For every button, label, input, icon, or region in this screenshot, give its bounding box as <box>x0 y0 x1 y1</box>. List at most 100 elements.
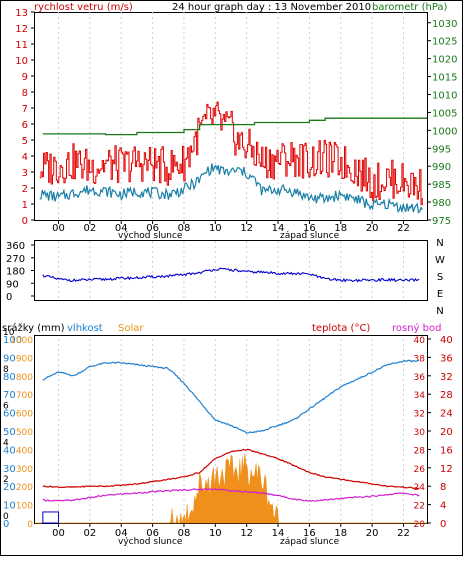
baro-tick-label: 1020 <box>432 55 457 66</box>
wind-speed-line <box>39 101 423 206</box>
solar-tick-label: 200 <box>16 483 33 493</box>
direction-tick-label: 0 <box>6 292 12 303</box>
x-tick-label: 08 <box>178 223 191 234</box>
wind-tick-label: 5 <box>22 136 28 147</box>
panel1-frame <box>34 12 428 221</box>
temperature-line <box>42 448 420 490</box>
temperature-left-tick-label: 36 <box>414 373 426 383</box>
x-tick-label: 22 <box>397 528 410 539</box>
dew-point-line <box>42 488 420 502</box>
x-tick-label: 06 <box>146 528 159 539</box>
temperature-left-tick-label: 34 <box>414 391 426 401</box>
wind-tick-label: 2 <box>22 184 28 195</box>
solar-area <box>35 452 427 524</box>
wind-tick-label: 6 <box>22 120 28 131</box>
temperature-tick-label: 28 <box>440 390 453 401</box>
compass-label: N <box>436 238 443 249</box>
temperature-left-tick-label: 24 <box>414 483 426 493</box>
direction-tick-label: 360 <box>6 241 25 252</box>
baro-tick-label: 975 <box>432 216 451 227</box>
direction-tick-label: 90 <box>6 279 19 290</box>
temperature-tick-label: 4 <box>440 501 446 512</box>
compass-label: S <box>437 272 443 283</box>
x-tick-label: 08 <box>178 528 191 539</box>
temperature-tick-label: 8 <box>440 482 446 493</box>
solar-tick-label: 300 <box>16 465 33 475</box>
compass-label: W <box>435 255 445 266</box>
x-tick-label: 12 <box>240 223 253 234</box>
wind-direction-line <box>42 267 420 283</box>
rain-tick-label: 2 <box>3 475 9 485</box>
compass-label: E <box>437 289 443 300</box>
wind-tick-label: 9 <box>22 72 28 83</box>
panel3-frame <box>34 335 428 524</box>
rain-tick-label: 0 <box>3 512 9 522</box>
wind-tick-label: 4 <box>22 152 28 163</box>
baro-tick-label: 1015 <box>432 73 457 84</box>
wind-tick-label: 12 <box>15 24 28 35</box>
x-tick-label: 18 <box>334 528 347 539</box>
temperature-tick-label: 0 <box>440 519 446 530</box>
solar-tick-label: 400 <box>16 446 33 456</box>
temperature-tick-label: 24 <box>440 409 453 420</box>
temperature-left-tick-label: 32 <box>414 410 425 420</box>
temperature-tick-label: 40 <box>440 335 453 346</box>
rain-tick-label: 10 <box>3 328 15 338</box>
wind-tick-label: 8 <box>22 88 28 99</box>
wind-axis-label: rychlost vetru (m/s) <box>34 2 133 13</box>
humidity-tick-label: 100 <box>3 335 22 346</box>
baro-tick-label: 980 <box>432 198 451 209</box>
x-tick-label: 20 <box>366 528 379 539</box>
x-tick-label: 00 <box>52 223 65 234</box>
rain-tick-label: 8 <box>3 365 9 375</box>
x-tick-label: 16 <box>303 528 316 539</box>
x-tick-label: 06 <box>146 223 159 234</box>
temperature-tick-label: 32 <box>440 372 453 383</box>
baro-tick-label: 990 <box>432 162 451 173</box>
baro-tick-label: 995 <box>432 144 451 155</box>
solar-tick-label: 100 <box>16 502 33 512</box>
solar-tick-label: 700 <box>16 391 33 401</box>
dew-point-axis-label: rosný bod <box>392 322 441 334</box>
humidity-line <box>42 359 420 434</box>
humidity-tick-label: 60 <box>3 409 16 420</box>
x-tick-label: 22 <box>397 223 410 234</box>
temperature-left-tick-label: 20 <box>414 520 426 530</box>
rain-axis-label: srážky (mm) <box>2 322 65 334</box>
temperature-left-tick-label: 30 <box>414 428 426 438</box>
compass-label: N <box>436 306 443 317</box>
wind-tick-label: 0 <box>22 216 28 227</box>
humidity-tick-label: 70 <box>3 390 16 401</box>
x-tick-label: 00 <box>52 528 65 539</box>
humidity-tick-label: 10 <box>3 501 16 512</box>
humidity-tick-label: 50 <box>3 427 16 438</box>
wind-average-line <box>39 163 423 214</box>
direction-tick-label: 180 <box>6 267 25 278</box>
sunrise-label-1: východ slunce <box>118 231 183 241</box>
wind-tick-label: 1 <box>22 200 28 211</box>
barometer-line <box>42 117 427 136</box>
solar-tick-label: 900 <box>16 354 33 364</box>
rain-tick-label: 4 <box>3 438 9 448</box>
wind-tick-label: 10 <box>15 56 28 67</box>
wind-tick-label: 13 <box>15 8 28 19</box>
x-tick-label: 14 <box>272 528 285 539</box>
baro-axis-label: barometr (hPa) <box>372 2 448 13</box>
solar-tick-label: 800 <box>16 373 33 383</box>
temperature-tick-label: 36 <box>440 353 453 364</box>
rain-tick-label: 6 <box>3 402 9 412</box>
baro-tick-label: 1025 <box>432 37 457 48</box>
x-tick-label: 20 <box>366 223 379 234</box>
sunrise-label-3: východ slunce <box>118 537 183 547</box>
x-tick-label: 18 <box>334 223 347 234</box>
baro-tick-label: 1030 <box>432 19 457 30</box>
x-tick-label: 04 <box>115 223 128 234</box>
baro-tick-label: 1010 <box>432 90 457 101</box>
wind-tick-label: 3 <box>22 168 28 179</box>
temperature-tick-label: 12 <box>440 464 453 475</box>
x-tick-label: 12 <box>240 528 253 539</box>
baro-tick-label: 985 <box>432 180 451 191</box>
baro-tick-label: 1000 <box>432 126 457 137</box>
